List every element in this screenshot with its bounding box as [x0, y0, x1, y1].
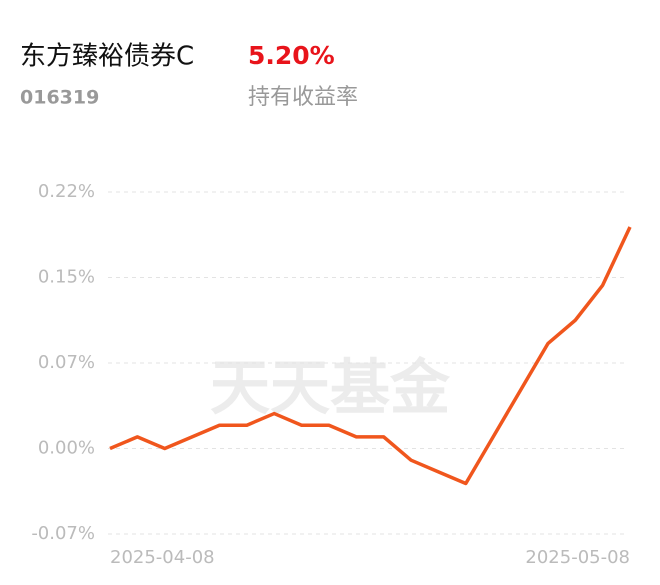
line-series	[109, 226, 632, 486]
fund-name: 东方臻裕债券C	[20, 42, 194, 72]
y-tick-label: 0.15%	[38, 266, 95, 287]
y-tick-label: 0.22%	[38, 181, 95, 202]
watermark: 天天基金	[210, 354, 451, 424]
return-label: 持有收益率	[248, 85, 358, 110]
x-tick-label: 2025-04-08	[110, 547, 215, 568]
return-value: 5.20%	[248, 41, 335, 70]
x-tick-label: 2025-05-08	[525, 547, 630, 568]
y-tick-label: 0.07%	[38, 352, 95, 373]
fund-code: 016319	[20, 87, 99, 109]
y-tick-label: 0.00%	[38, 438, 95, 459]
y-tick-label: -0.07%	[31, 523, 95, 544]
